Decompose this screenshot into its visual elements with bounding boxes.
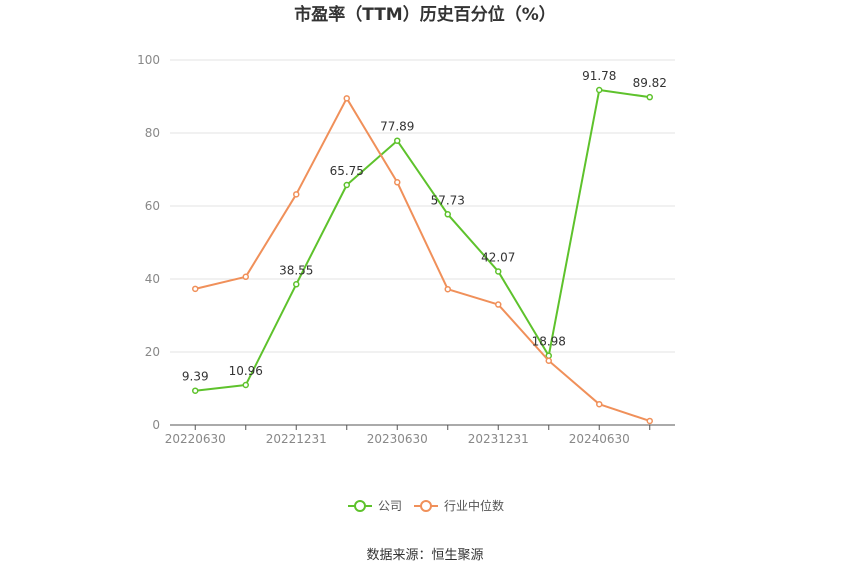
x-tick-label-20231231: 20231231 — [468, 432, 529, 446]
legend-swatch-marker-0 — [354, 500, 366, 512]
series-1-point — [444, 285, 451, 293]
series-0-point — [646, 93, 653, 101]
series-1-point — [646, 417, 653, 425]
y-tick-label-80: 80 — [145, 126, 160, 140]
series-line-1 — [195, 97, 651, 422]
data-label: 57.73 — [431, 193, 465, 207]
y-tick-label-40: 40 — [145, 272, 160, 286]
data-label: 9.39 — [182, 370, 209, 384]
series-1-point — [545, 357, 552, 365]
series-1-point — [343, 95, 350, 102]
data-label: 10.96 — [229, 364, 263, 378]
series-group — [192, 86, 653, 425]
legend-label-0: 公司 — [378, 499, 402, 513]
series-1-point — [192, 285, 199, 293]
series-1-point — [495, 301, 502, 308]
legend-swatch-marker-1 — [420, 500, 432, 512]
y-tick-label-60: 60 — [145, 199, 160, 213]
data-label: 91.78 — [582, 69, 616, 83]
chart-title: 市盈率（TTM）历史百分位（%） — [294, 4, 556, 25]
y-tick-label-20: 20 — [145, 345, 160, 359]
y-tick-label-0: 0 — [152, 418, 160, 432]
y-tick-label-100: 100 — [137, 53, 160, 67]
series-0-point — [293, 281, 300, 288]
series-0-point — [343, 181, 350, 189]
x-tick-label-20240630: 20240630 — [569, 432, 630, 446]
series-1-point — [242, 273, 249, 281]
series-1-point — [596, 400, 603, 408]
data-label: 65.75 — [330, 164, 364, 178]
series-1-point — [293, 191, 300, 198]
x-axis-ticks: 20220630 20221231 20230630 20231231 20240630 — [165, 425, 651, 446]
series-1-point — [394, 179, 401, 186]
grid — [170, 59, 675, 353]
series-0-point — [444, 211, 451, 218]
series-0-point — [394, 137, 401, 144]
x-tick-label-20221231: 20221231 — [266, 432, 327, 446]
series-0-point — [495, 268, 502, 275]
series-0-point — [596, 86, 603, 94]
series-line-0 — [195, 89, 650, 392]
data-label: 18.98 — [532, 335, 566, 349]
data-label: 38.55 — [279, 263, 313, 277]
series-0-point — [192, 387, 199, 394]
series-0-point — [242, 381, 249, 389]
x-tick-label-20220630: 20220630 — [165, 432, 226, 446]
legend-label-1: 行业中位数 — [444, 498, 504, 513]
source-text: 数据来源：恒生聚源 — [366, 548, 483, 563]
legend[interactable]: 公司 行业中位数 — [348, 498, 504, 513]
data-labels: 9.39 10.96 38.55 65.75 77.89 57.73 42.07 18.98 9… — [182, 69, 667, 384]
data-label: 89.82 — [633, 76, 667, 90]
x-tick-label-20230630: 20230630 — [367, 432, 428, 446]
data-label: 77.89 — [380, 120, 414, 134]
y-axis-ticks: 0 20 40 60 80 100 — [137, 53, 160, 432]
data-label: 42.07 — [481, 250, 515, 264]
